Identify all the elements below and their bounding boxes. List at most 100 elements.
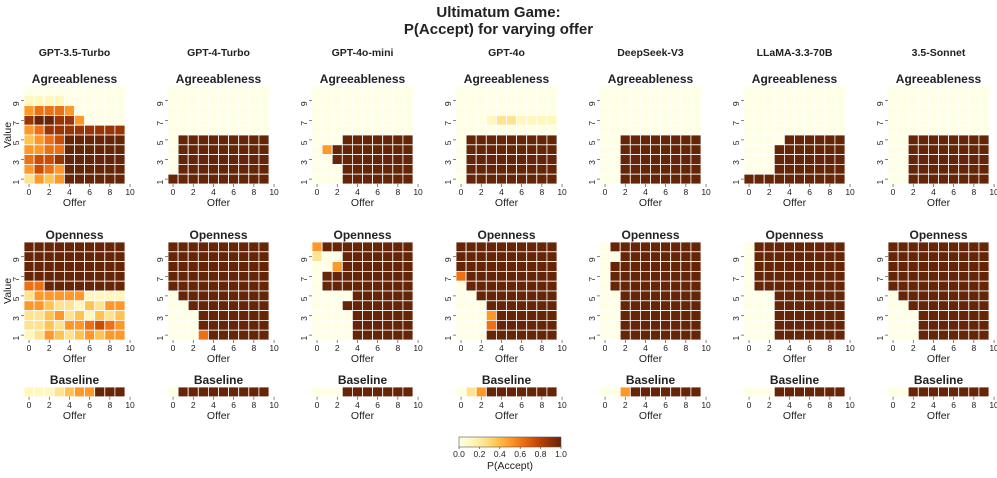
y-tick-label: 1 bbox=[155, 179, 165, 184]
heatmap-cell bbox=[258, 290, 270, 302]
x-tick-label: 8 bbox=[251, 343, 256, 353]
heatmap-cell bbox=[228, 251, 240, 263]
heatmap-cell bbox=[321, 310, 333, 321]
heatmap-cell bbox=[238, 144, 250, 156]
heatmap-cell bbox=[351, 173, 363, 185]
heatmap-cell bbox=[814, 300, 826, 311]
heatmap-cell bbox=[670, 95, 682, 107]
heatmap-cell bbox=[599, 280, 611, 292]
heatmap-cell bbox=[392, 251, 404, 263]
heatmap-cell bbox=[650, 251, 662, 263]
heatmap-cell bbox=[814, 85, 826, 97]
heatmap-cell bbox=[814, 95, 826, 107]
heatmap-cell bbox=[177, 290, 189, 302]
heatmap-cell bbox=[660, 154, 672, 165]
heatmap-cell bbox=[907, 329, 919, 341]
heatmap-cell bbox=[968, 386, 980, 398]
heatmap-cell bbox=[680, 319, 692, 331]
heatmap-cell bbox=[599, 154, 611, 165]
heatmap-cell bbox=[834, 85, 846, 97]
heatmap-cell bbox=[33, 105, 45, 116]
heatmap-cell bbox=[475, 115, 487, 126]
heatmap-cell bbox=[928, 251, 939, 263]
heatmap-cell bbox=[392, 154, 404, 165]
y-tick-label: 5 bbox=[443, 296, 453, 301]
heatmap-cell bbox=[248, 95, 260, 107]
heatmap-cell bbox=[917, 95, 929, 107]
heatmap-cell bbox=[978, 310, 990, 321]
heatmap-cell bbox=[238, 251, 250, 263]
heatmap-cell bbox=[753, 280, 765, 292]
heatmap-cell bbox=[958, 329, 970, 341]
heatmap-cell bbox=[753, 386, 765, 398]
heatmap-cell bbox=[495, 95, 507, 107]
heatmap-cell bbox=[197, 261, 209, 272]
heatmap-cell bbox=[609, 173, 621, 185]
heatmap-cell bbox=[64, 280, 75, 292]
heatmap-cell bbox=[978, 95, 990, 107]
heatmap-cell bbox=[177, 173, 189, 185]
heatmap-cell bbox=[207, 85, 219, 97]
heatmap-cell bbox=[897, 300, 909, 311]
heatmap-cell bbox=[258, 319, 270, 331]
heatmap-cell bbox=[536, 319, 548, 331]
heatmap-cell bbox=[177, 280, 189, 292]
heatmap-cell bbox=[690, 251, 702, 263]
heatmap-cell bbox=[773, 95, 785, 107]
heatmap-cell bbox=[104, 329, 116, 341]
heatmap-cell bbox=[74, 310, 86, 321]
heatmap-cell bbox=[228, 280, 240, 292]
model-title: GPT-4-Turbo bbox=[187, 47, 250, 59]
y-tick-label: 9 bbox=[155, 101, 165, 106]
heatmap-cell bbox=[167, 280, 179, 292]
heatmap-cell bbox=[938, 105, 950, 116]
heatmap-cell bbox=[650, 85, 662, 97]
heatmap-cell bbox=[609, 144, 621, 156]
heatmap-cell bbox=[670, 163, 682, 175]
heatmap-cell bbox=[753, 134, 765, 146]
heatmap-cell bbox=[516, 124, 528, 136]
heatmap-cell bbox=[258, 154, 270, 165]
heatmap-cell bbox=[495, 386, 507, 398]
heatmap-cell bbox=[321, 270, 333, 282]
heatmap-cell bbox=[74, 95, 86, 107]
heatmap-cell bbox=[680, 386, 692, 398]
heatmap-cell bbox=[402, 105, 414, 116]
heatmap-cell bbox=[917, 105, 929, 116]
heatmap-cell bbox=[23, 144, 35, 156]
heatmap-cell bbox=[84, 95, 96, 107]
heatmap-cell bbox=[743, 261, 755, 272]
heatmap-cell bbox=[680, 95, 692, 107]
heatmap-cell bbox=[887, 280, 899, 292]
heatmap-cell bbox=[650, 290, 662, 302]
heatmap-cell bbox=[546, 386, 558, 398]
heatmap-cell bbox=[599, 329, 611, 341]
y-tick-label: 3 bbox=[731, 160, 741, 165]
heatmap-cell bbox=[187, 95, 199, 107]
heatmap-cell bbox=[402, 241, 414, 253]
heatmap-cell bbox=[804, 95, 816, 107]
x-tick-label: 10 bbox=[845, 187, 855, 197]
agreeableness-heatmap bbox=[743, 85, 846, 185]
heatmap-cell bbox=[763, 85, 775, 97]
heatmap-cell bbox=[64, 154, 75, 165]
heatmap-cell bbox=[341, 154, 353, 165]
heatmap-cell bbox=[341, 270, 353, 282]
heatmap-cell bbox=[978, 290, 990, 302]
heatmap-cell bbox=[187, 310, 199, 321]
heatmap-cell bbox=[794, 85, 806, 97]
heatmap-cell bbox=[773, 270, 785, 282]
heatmap-cell bbox=[629, 241, 641, 253]
y-tick-label: 9 bbox=[875, 257, 885, 262]
heatmap-cell bbox=[968, 144, 980, 156]
heatmap-cell bbox=[475, 163, 487, 175]
x-tick-label: 0 bbox=[459, 343, 464, 353]
heatmap-cell bbox=[207, 124, 219, 136]
heatmap-cell bbox=[33, 173, 45, 185]
heatmap-cell bbox=[362, 105, 374, 116]
colorbar-tick-label: 0.0 bbox=[453, 449, 465, 459]
heatmap-cell bbox=[907, 124, 919, 136]
heatmap-cell bbox=[887, 95, 899, 107]
y-axis-label: Value bbox=[2, 122, 14, 148]
heatmap-cell bbox=[516, 300, 528, 311]
